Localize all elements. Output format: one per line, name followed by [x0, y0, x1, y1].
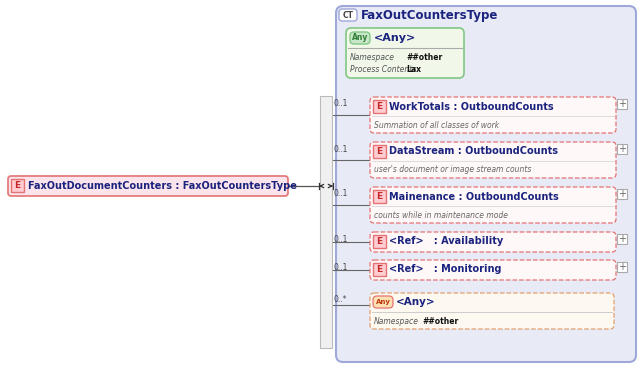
FancyBboxPatch shape: [336, 6, 636, 362]
FancyBboxPatch shape: [350, 32, 370, 44]
FancyBboxPatch shape: [370, 97, 616, 133]
Text: +: +: [618, 262, 626, 272]
Text: +: +: [618, 144, 626, 154]
FancyBboxPatch shape: [8, 176, 288, 196]
FancyBboxPatch shape: [370, 232, 616, 252]
FancyBboxPatch shape: [346, 28, 464, 78]
Text: +: +: [618, 189, 626, 199]
FancyBboxPatch shape: [370, 293, 614, 329]
Text: E: E: [376, 147, 383, 156]
Text: +: +: [618, 234, 626, 244]
Text: <Any>: <Any>: [396, 297, 435, 307]
Text: FaxOutDocumentCounters : FaxOutCountersType: FaxOutDocumentCounters : FaxOutCountersT…: [28, 181, 297, 191]
Text: CT: CT: [343, 10, 354, 20]
FancyBboxPatch shape: [373, 235, 386, 248]
Text: Process Contents: Process Contents: [350, 65, 416, 73]
Text: E: E: [376, 265, 383, 274]
Text: Mainenance : OutboundCounts: Mainenance : OutboundCounts: [389, 192, 559, 201]
FancyBboxPatch shape: [320, 96, 332, 348]
Text: 0..1: 0..1: [334, 262, 349, 272]
FancyBboxPatch shape: [617, 99, 627, 109]
FancyBboxPatch shape: [373, 263, 386, 276]
FancyBboxPatch shape: [617, 262, 627, 272]
FancyBboxPatch shape: [11, 179, 24, 192]
Text: 0..1: 0..1: [334, 190, 349, 199]
Text: 0..1: 0..1: [334, 100, 349, 108]
FancyBboxPatch shape: [617, 234, 627, 244]
Text: 0..1: 0..1: [334, 235, 349, 244]
Text: 0..1: 0..1: [334, 145, 349, 154]
FancyBboxPatch shape: [370, 142, 616, 178]
Text: 0..*: 0..*: [334, 296, 347, 304]
Text: +: +: [618, 99, 626, 109]
Text: ##other: ##other: [422, 317, 458, 325]
FancyBboxPatch shape: [373, 145, 386, 158]
Text: E: E: [376, 102, 383, 111]
Text: Any: Any: [376, 299, 390, 305]
Text: <Ref>   : Availability: <Ref> : Availability: [389, 237, 503, 246]
Text: user's document or image stream counts: user's document or image stream counts: [374, 166, 531, 175]
Text: Any: Any: [352, 34, 368, 42]
Text: <Any>: <Any>: [374, 33, 416, 43]
Text: <Ref>   : Monitoring: <Ref> : Monitoring: [389, 265, 502, 275]
Text: WorkTotals : OutboundCounts: WorkTotals : OutboundCounts: [389, 101, 554, 111]
FancyBboxPatch shape: [373, 296, 393, 308]
FancyBboxPatch shape: [617, 144, 627, 154]
Text: E: E: [376, 237, 383, 246]
Text: Lax: Lax: [406, 65, 421, 73]
FancyBboxPatch shape: [617, 189, 627, 199]
Text: Summation of all classes of work: Summation of all classes of work: [374, 121, 499, 130]
Text: counts while in maintenance mode: counts while in maintenance mode: [374, 210, 508, 220]
Text: Namespace: Namespace: [374, 317, 419, 325]
Text: E: E: [376, 192, 383, 201]
Text: Namespace: Namespace: [350, 54, 395, 62]
Text: DataStream : OutboundCounts: DataStream : OutboundCounts: [389, 146, 558, 156]
FancyBboxPatch shape: [370, 187, 616, 223]
FancyBboxPatch shape: [373, 190, 386, 203]
FancyBboxPatch shape: [339, 9, 357, 21]
FancyBboxPatch shape: [370, 260, 616, 280]
Text: ##other: ##other: [406, 54, 442, 62]
Text: E: E: [14, 181, 21, 190]
FancyBboxPatch shape: [373, 100, 386, 113]
Text: FaxOutCountersType: FaxOutCountersType: [361, 8, 498, 21]
